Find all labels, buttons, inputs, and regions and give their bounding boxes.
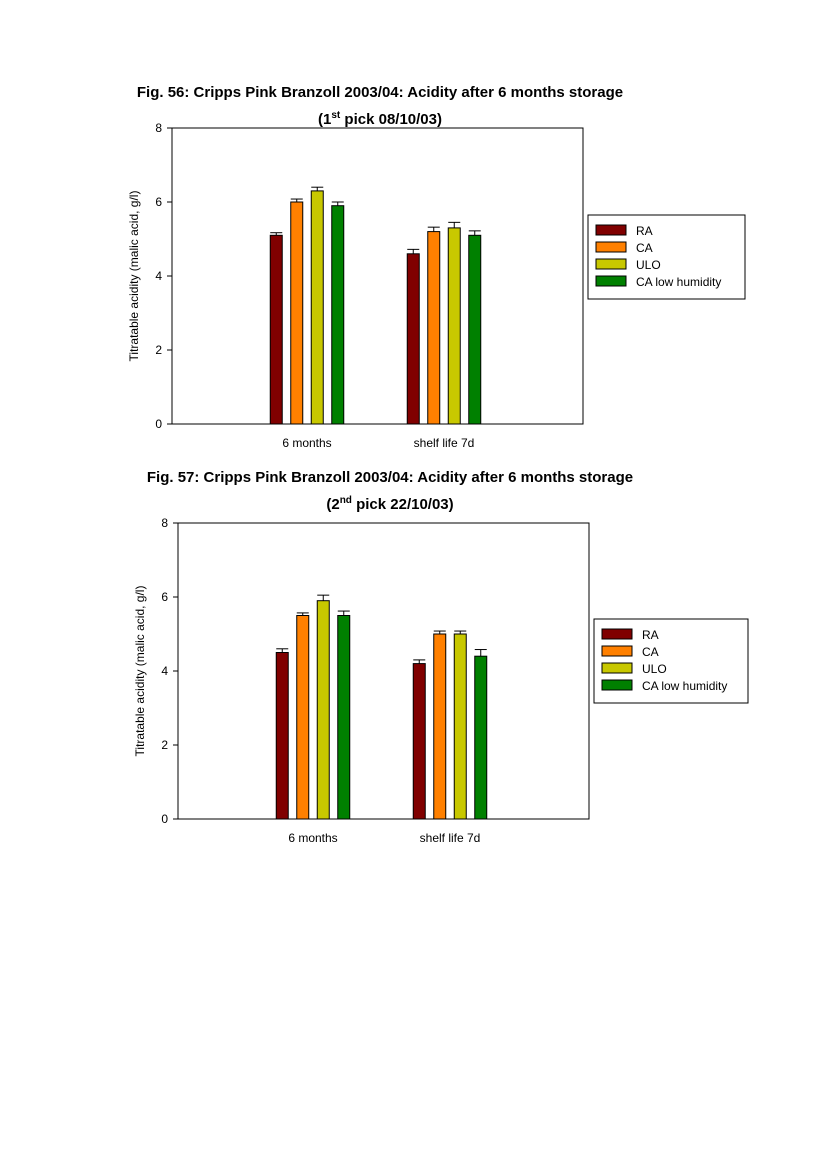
fig56-legend-swatch <box>595 258 627 270</box>
fig56-legend-label: CA <box>636 241 653 255</box>
figure-57-title-line2-post: pick 22/10/03) <box>351 496 454 513</box>
fig57-category-label: shelf life 7d <box>420 831 481 845</box>
fig57-bar <box>433 633 447 820</box>
fig57-legend-swatch <box>601 628 633 640</box>
fig57-legend-label: ULO <box>642 662 667 676</box>
figure-56-title-line2: (1st pick 08/10/03) <box>0 104 760 131</box>
fig57-bar <box>275 652 289 820</box>
fig57-legend-swatch <box>601 679 633 691</box>
fig56-legend-label: CA low humidity <box>636 275 721 289</box>
fig56-y-tick-label: 2 <box>155 343 162 357</box>
figure-56-title-line2-pre: (1 <box>318 111 332 128</box>
fig56-y-tick-label: 8 <box>155 121 162 135</box>
fig57-legend-label: CA <box>642 645 659 659</box>
fig56-y-tick-label: 4 <box>155 269 162 283</box>
fig57-bar <box>316 600 330 820</box>
fig57-bar <box>296 615 310 820</box>
fig56-y-tick-label: 6 <box>155 195 162 209</box>
fig56-legend-label: ULO <box>636 258 661 272</box>
fig57-legend-label: RA <box>642 628 659 642</box>
fig57-y-tick-label: 4 <box>161 664 168 678</box>
fig56-y-axis-title: Titratable acidity (malic acid, g/l) <box>127 191 141 362</box>
fig57-bar <box>412 663 426 820</box>
fig57-bar <box>474 655 488 820</box>
figure-57-title-line2: (2nd pick 22/10/03) <box>10 489 770 516</box>
fig57-y-tick-label: 6 <box>161 590 168 604</box>
fig57-bar <box>337 615 351 820</box>
fig57-y-tick-label: 2 <box>161 738 168 752</box>
fig57-legend-label: CA low humidity <box>642 679 727 693</box>
fig57-category-label: 6 months <box>288 831 337 845</box>
fig56-legend-swatch <box>595 275 627 287</box>
fig56-legend-label: RA <box>636 224 653 238</box>
figure-56-title-line2-sup: st <box>331 110 341 121</box>
figure-57-title-line2-sup: nd <box>339 495 352 506</box>
fig57-plot-frame <box>177 522 590 820</box>
fig57-y-tick-label: 8 <box>161 516 168 530</box>
fig56-category-label: 6 months <box>282 436 331 450</box>
figure-57-title: Fig. 57: Cripps Pink Branzoll 2003/04: A… <box>10 466 770 516</box>
figure-56-title: Fig. 56: Cripps Pink Branzoll 2003/04: A… <box>0 81 760 131</box>
fig57-bar <box>453 633 467 820</box>
figure-57-title-line2-pre: (2 <box>326 496 340 513</box>
fig57-y-tick-label: 0 <box>161 812 168 826</box>
figure-56-chart: 0 2 4 6 8 Titratable acidity (malic acid, g/l… <box>127 121 746 450</box>
fig57-legend-swatch <box>601 645 633 657</box>
figure-57-chart: 0 2 4 6 8 Titratable acidity (malic acid, g/l… <box>133 516 749 845</box>
fig56-y-tick-label: 0 <box>155 417 162 431</box>
figure-57-title-line1: Fig. 57: Cripps Pink Branzoll 2003/04: A… <box>146 469 634 486</box>
figure-56-title-line2-post: pick 08/10/03) <box>340 111 442 128</box>
fig57-y-axis-title: Titratable acidity (malic acid, g/l) <box>133 586 147 757</box>
fig56-category-label: shelf life 7d <box>414 436 475 450</box>
fig57-legend-swatch <box>601 662 633 674</box>
fig56-legend-swatch <box>595 241 627 253</box>
fig56-legend-swatch <box>595 224 627 236</box>
figure-56-title-line1: Fig. 56: Cripps Pink Branzoll 2003/04: A… <box>136 84 624 101</box>
